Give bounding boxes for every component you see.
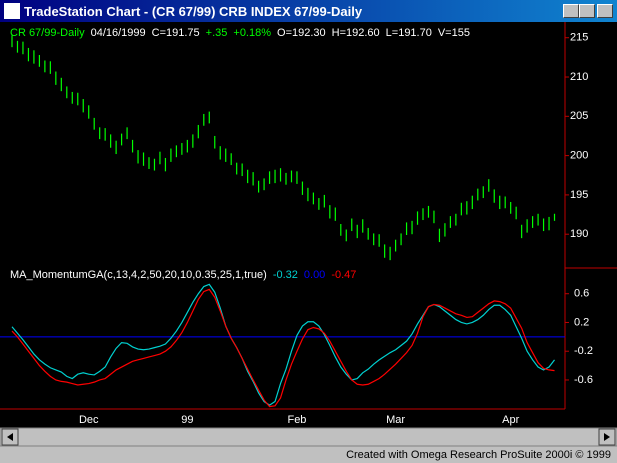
header-item: +.35 [205, 27, 228, 39]
header-item: +0.18% [233, 27, 272, 39]
header-item: 04/16/1999 [90, 27, 146, 39]
x-tick-label: Feb [287, 414, 306, 426]
x-tick-label: Apr [502, 414, 519, 426]
header-item: H=192.60 [331, 27, 380, 39]
y-tick-label: 200 [570, 150, 588, 162]
window-title: TradeStation Chart - (CR 67/99) CRB INDE… [24, 4, 363, 19]
x-tick-label: Mar [386, 414, 405, 426]
arrow-left [7, 433, 13, 441]
zero-line-label: 0.00 [303, 269, 326, 281]
chart-background [0, 22, 617, 428]
y-tick-label: 205 [570, 110, 588, 122]
header-item: V=155 [437, 27, 470, 39]
indicator-line [11, 288, 555, 408]
indicator-title: MA_MomentumGA(c,13,4,2,50,20,10,0.35,25,… [10, 269, 267, 281]
price-header: CR 67/99-Daily 04/16/1999 C=191.75 +.35 +0.1… [10, 27, 476, 39]
header-item: O=192.30 [277, 27, 326, 39]
close-button[interactable] [597, 4, 613, 18]
header-item: CR 67/99-Daily [10, 27, 85, 39]
y-tick-label: 0.2 [574, 316, 589, 328]
series-label: -0.32 [272, 269, 298, 281]
app-icon [4, 3, 20, 19]
y-tick-label: -0.6 [574, 374, 593, 386]
maximize-button[interactable] [579, 4, 595, 18]
header-item: L=191.70 [385, 27, 432, 39]
arrow-right [604, 433, 610, 441]
y-tick-label: 190 [570, 228, 588, 240]
title-bar: TradeStation Chart - (CR 67/99) CRB INDE… [0, 0, 617, 22]
series-label: -0.47 [331, 269, 357, 281]
indicator-line [11, 283, 555, 406]
minimize-button[interactable] [563, 4, 579, 18]
footer: Created with Omega Research ProSuite 200… [346, 449, 611, 461]
y-tick-label: 195 [570, 189, 588, 201]
x-tick-label: Dec [79, 414, 99, 426]
y-tick-label: 0.6 [574, 288, 589, 300]
y-tick-label: 210 [570, 71, 588, 83]
y-tick-label: -0.2 [574, 345, 593, 357]
x-tick-label: 99 [181, 414, 193, 426]
y-tick-label: 215 [570, 32, 588, 44]
indicator-header: MA_MomentumGA(c,13,4,2,50,20,10,0.35,25,… [10, 269, 362, 281]
scrollbar[interactable] [0, 427, 617, 447]
header-item: C=191.75 [151, 27, 200, 39]
